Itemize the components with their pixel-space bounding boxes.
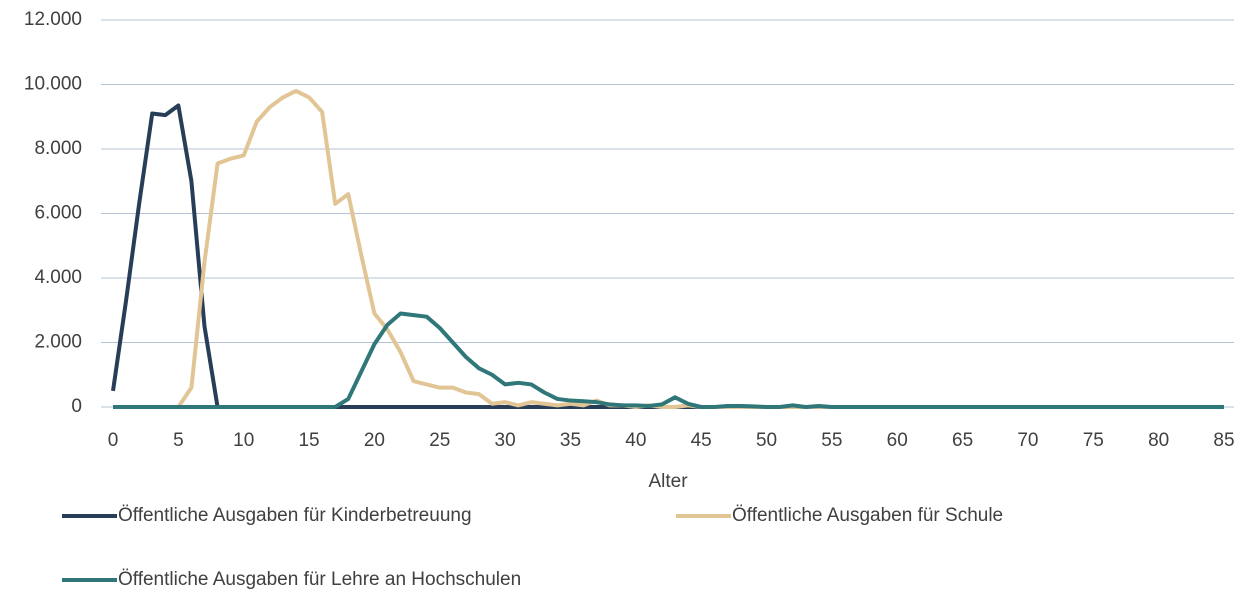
series-line: [113, 311, 1224, 409]
x-tick-label: 25: [429, 430, 450, 451]
x-tick-label: 35: [560, 430, 581, 451]
x-tick-label: 40: [625, 430, 646, 451]
x-tick-label: 5: [173, 430, 184, 451]
y-tick-label: 10.000: [24, 74, 82, 95]
x-tick-label: 30: [495, 430, 516, 451]
x-tick-label: 20: [364, 430, 385, 451]
legend-label: Öffentliche Ausgaben für Lehre an Hochsc…: [118, 569, 521, 590]
y-tick-label: 2.000: [34, 332, 82, 353]
x-tick-label: 15: [298, 430, 319, 451]
x-tick-label: 75: [1083, 430, 1104, 451]
x-tick-label: 10: [233, 430, 254, 451]
y-tick-label: 4.000: [34, 267, 82, 288]
x-tick-label: 65: [952, 430, 973, 451]
series-line: [113, 88, 1224, 409]
legend-label: Öffentliche Ausgaben für Kinderbetreuung: [118, 505, 472, 526]
x-axis-title: Alter: [648, 471, 688, 492]
series-line: [111, 103, 1224, 409]
x-tick-label: 60: [887, 430, 908, 451]
y-tick-label: 8.000: [34, 138, 82, 159]
x-tick-label: 55: [821, 430, 842, 451]
x-tick-label: 85: [1213, 430, 1234, 451]
x-tick-label: 80: [1148, 430, 1169, 451]
x-tick-label: 0: [108, 430, 119, 451]
y-tick-label: 0: [71, 396, 82, 417]
y-tick-label: 6.000: [34, 203, 82, 224]
x-tick-label: 45: [691, 430, 712, 451]
x-tick-label: 70: [1017, 430, 1038, 451]
x-tick-label: 50: [756, 430, 777, 451]
y-tick-label: 12.000: [24, 9, 82, 30]
legend-label: Öffentliche Ausgaben für Schule: [732, 505, 1003, 526]
